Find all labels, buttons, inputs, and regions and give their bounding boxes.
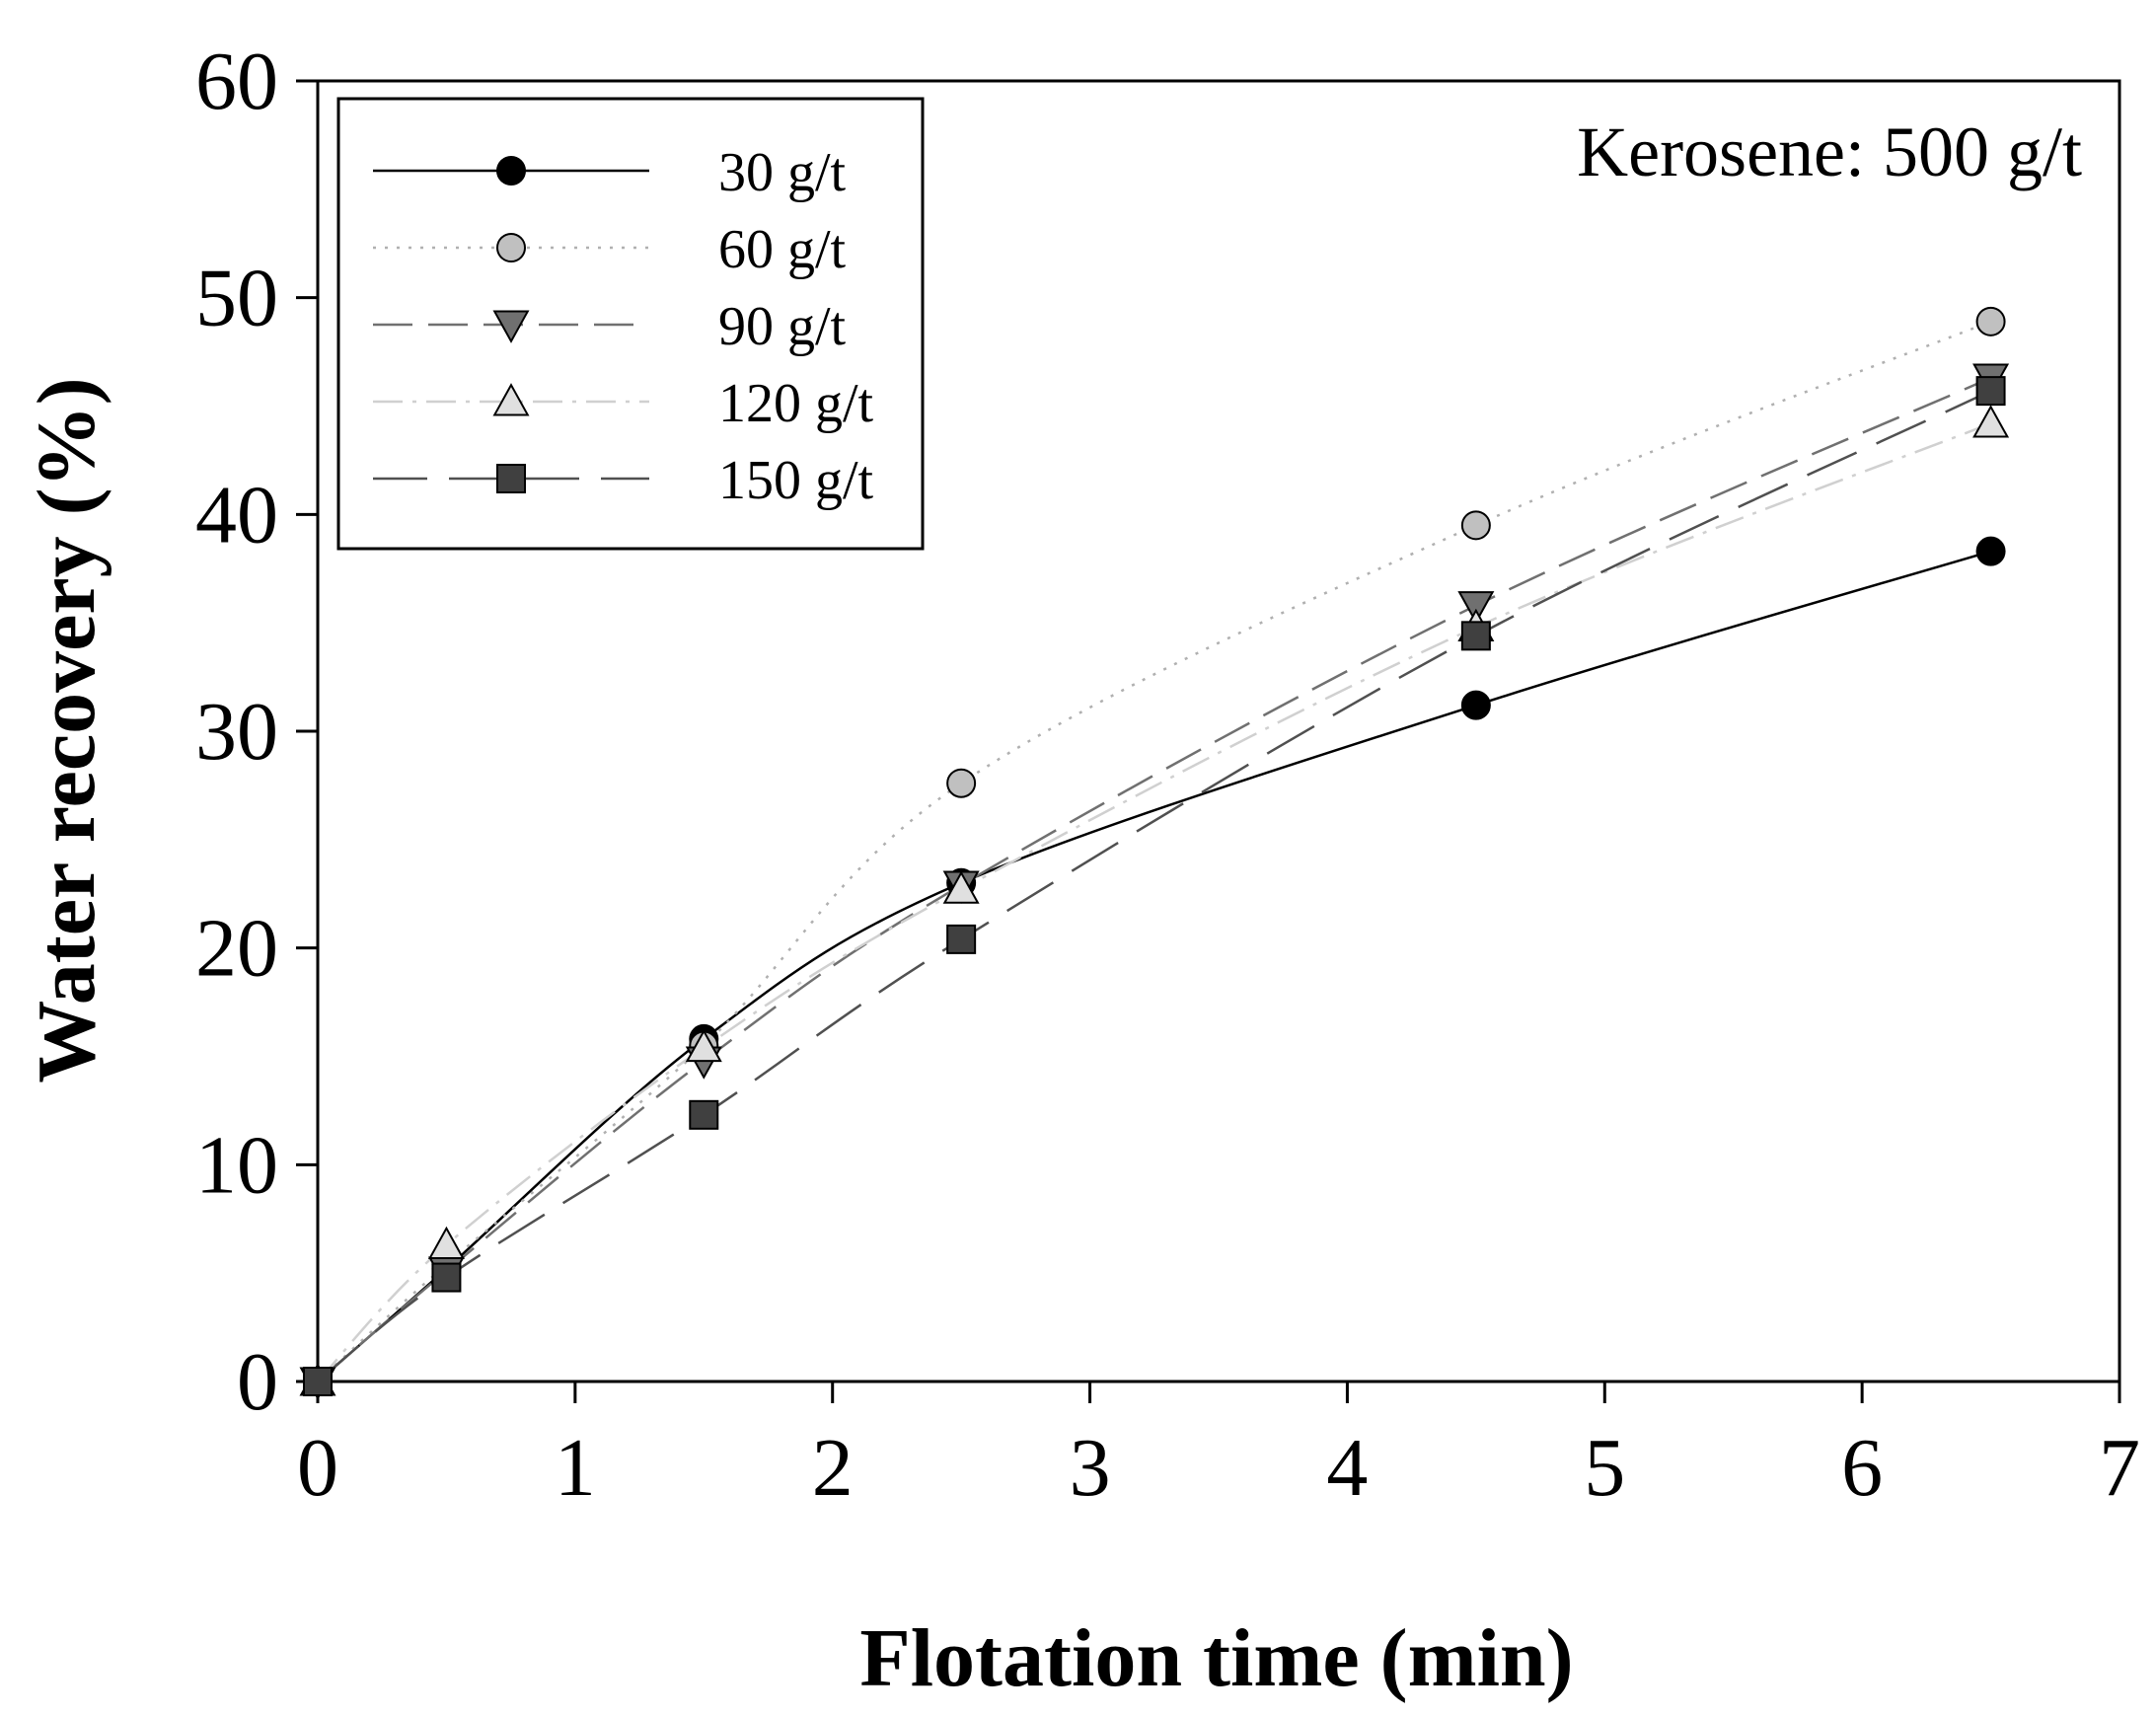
legend-label: 90 g/t [718,296,847,357]
series-markers-0 [303,536,2006,1396]
x-tick-label: 2 [812,1422,854,1514]
x-tick-label: 1 [555,1422,596,1514]
legend-marker [496,233,526,262]
series-3 [317,421,1992,1382]
x-axis-title: Flotation time (min) [859,1612,1573,1704]
series-line [317,421,1992,1382]
series-line [317,550,1991,1382]
y-tick-label: 20 [195,903,278,995]
x-tick-label: 7 [2099,1422,2140,1514]
x-tick-label: 0 [297,1422,338,1514]
data-point [1975,536,2006,566]
legend-marker [492,310,530,343]
x-axis: 0 1 2 3 4 5 6 7 [297,1382,2140,1514]
data-point [942,870,980,904]
y-axis-title: Water recovery (%) [21,377,112,1083]
data-point [946,924,977,954]
y-tick-label: 50 [195,253,278,344]
data-point [946,768,977,798]
y-axis: 0 10 20 30 40 50 60 [195,36,318,1428]
data-point [1972,405,2010,438]
data-point [1457,591,1495,625]
data-point [689,1099,719,1130]
data-point [303,1367,333,1396]
data-point [1975,306,2006,336]
kerosene-annotation: Kerosene: 500 g/t [1577,112,2082,191]
y-tick-label: 30 [195,686,278,778]
x-tick-label: 6 [1841,1422,1883,1514]
legend-label: 60 g/t [718,219,847,280]
x-tick-label: 4 [1326,1422,1368,1514]
data-point [431,1262,462,1293]
legend: 30 g/t 60 g/t 90 g/t 120 g/t 150 g/t [336,97,925,551]
series-0 [317,550,1991,1382]
y-tick-label: 40 [195,469,278,560]
y-tick-label: 0 [237,1336,278,1428]
legend-marker [492,383,530,416]
legend-label: 120 g/t [718,373,874,434]
series-layer [299,306,2010,1400]
x-tick-label: 3 [1070,1422,1111,1514]
y-tick-label: 60 [195,36,278,127]
legend-marker [496,156,526,186]
data-point [1975,376,2006,407]
legend-label: 30 g/t [718,142,847,203]
y-tick-label: 10 [195,1119,278,1211]
legend-label: 150 g/t [718,450,874,511]
data-point [1460,510,1491,541]
series-markers-3 [299,405,2010,1396]
x-tick-label: 5 [1584,1422,1625,1514]
data-point [1460,690,1491,720]
data-point [427,1226,465,1260]
data-point [1460,621,1491,651]
data-point [685,1028,722,1063]
legend-marker [496,464,526,493]
series-markers-4 [303,376,2006,1396]
